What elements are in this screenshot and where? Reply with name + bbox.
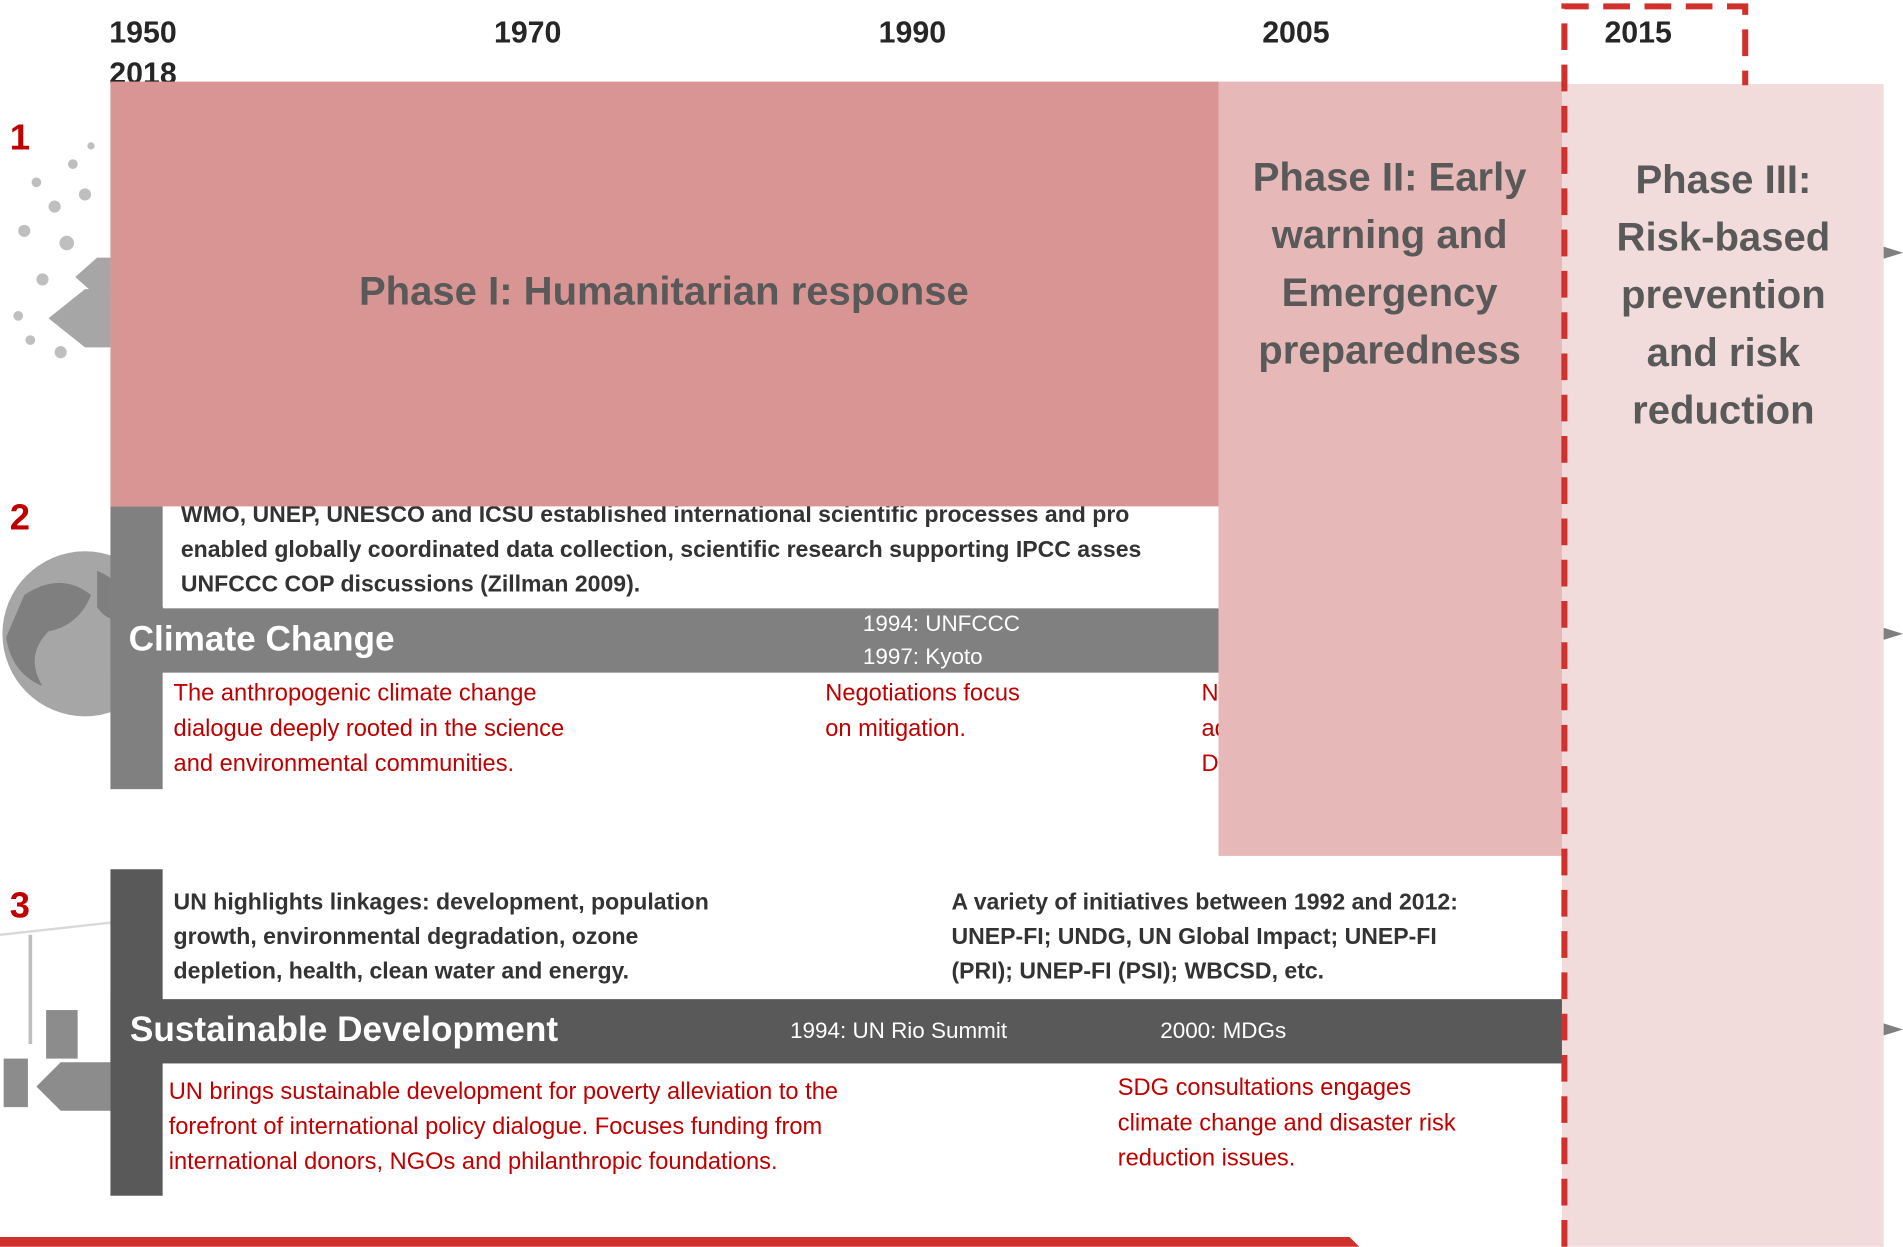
- city-icon: [0, 923, 110, 1111]
- row-title: Sustainable Development: [130, 1010, 559, 1049]
- phase-label: and risk: [1647, 331, 1801, 375]
- phase-label: Phase II: Early: [1253, 155, 1528, 199]
- milestone: 1994: UN Rio Summit: [790, 1018, 1008, 1043]
- phase-label: Phase I: Humanitarian response: [359, 270, 969, 314]
- row-number: 1: [10, 116, 30, 157]
- milestone: 1994: UNFCCC: [863, 611, 1020, 636]
- note-line: N: [1202, 681, 1219, 707]
- summary-line: enabled globally coordinated data collec…: [181, 536, 1142, 562]
- footer-bar: [0, 1237, 1359, 1247]
- row-title: Climate Change: [129, 619, 395, 658]
- phase-label: Emergency: [1282, 271, 1499, 315]
- note-line: international donors, NGOs and philanthr…: [169, 1149, 778, 1175]
- row-number: 2: [10, 496, 30, 537]
- arrow: [1884, 247, 1903, 259]
- note-line: on mitigation.: [825, 716, 966, 742]
- milestone: 2000: MDGs: [1160, 1018, 1286, 1043]
- summary-line: UNFCCC COP discussions (Zillman 2009).: [181, 570, 640, 596]
- summary-line: depletion, health, clean water and energ…: [174, 958, 630, 984]
- summary-line: A variety of initiatives between 1992 an…: [952, 888, 1458, 914]
- note-line: forefront of international policy dialog…: [169, 1114, 823, 1140]
- year-label: 2005: [1262, 16, 1330, 49]
- phase-label: prevention: [1621, 273, 1826, 317]
- summary-line: UNEP-FI; UNDG, UN Global Impact; UNEP-FI: [952, 923, 1437, 949]
- note-line: D: [1202, 751, 1219, 777]
- arrow: [1884, 1023, 1903, 1035]
- year-label: 1990: [879, 16, 946, 49]
- phase-label: Risk-based: [1617, 216, 1831, 260]
- note-line: Negotiations focus: [825, 681, 1020, 707]
- milestone: 1997: Kyoto: [863, 644, 983, 669]
- note-line: and environmental communities.: [174, 751, 515, 777]
- summary-line: (PRI); UNEP-FI (PSI); WBCSD, etc.: [952, 958, 1325, 984]
- note-line: The anthropogenic climate change: [174, 681, 537, 707]
- phase-label: warning and: [1271, 213, 1508, 257]
- hazard-icon: [13, 142, 110, 358]
- summary-line: growth, environmental degradation, ozone: [174, 923, 639, 949]
- note-line: reduction issues.: [1118, 1146, 1296, 1172]
- note-line: climate change and disaster risk: [1118, 1110, 1456, 1136]
- note-line: SDG consultations engages: [1118, 1075, 1411, 1101]
- summary-line: UN highlights linkages: development, pop…: [174, 888, 709, 914]
- phase-label: preparedness: [1258, 328, 1521, 372]
- note-line: UN brings sustainable development for po…: [169, 1079, 838, 1105]
- page: { "timeline": {"years": ["1950", "1970",…: [0, 0, 1903, 1247]
- timeline-slide: 2018123WMO, UNEP, UNESCO and ICSU establ…: [0, 0, 1903, 1247]
- phase-label: Phase III:: [1635, 158, 1811, 202]
- note-line: dialogue deeply rooted in the science: [174, 716, 565, 742]
- phase-label: reduction: [1632, 389, 1814, 433]
- year-label: 2015: [1604, 16, 1672, 49]
- year-label: 1970: [494, 16, 561, 49]
- row-number: 3: [10, 885, 30, 926]
- year-label: 1950: [109, 16, 176, 49]
- arrow: [1884, 628, 1903, 640]
